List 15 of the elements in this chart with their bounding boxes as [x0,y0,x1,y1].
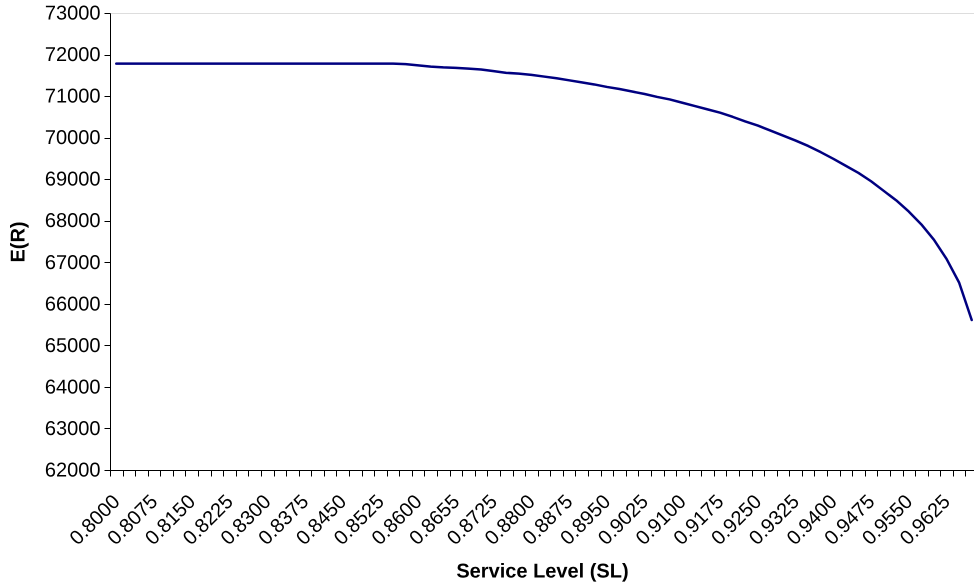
y-tick-label: 67000 [44,252,100,274]
y-tick-label: 71000 [44,86,100,108]
y-tick-label: 72000 [44,44,100,66]
x-axis-title: Service Level (SL) [456,560,629,582]
y-tick-label: 63000 [44,418,100,440]
y-tick-label: 66000 [44,293,100,316]
y-tick-label: 69000 [44,168,100,191]
y-tick-label: 65000 [44,334,100,357]
line-series [115,62,973,322]
y-tick-label: 70000 [44,127,100,150]
y-tick-label: 64000 [44,376,100,398]
y-tick-label: 62000 [44,460,100,482]
y-axis-title: E(R) [8,221,30,263]
y-tick-label: 68000 [44,210,100,232]
y-tick-label: 73000 [44,2,100,24]
